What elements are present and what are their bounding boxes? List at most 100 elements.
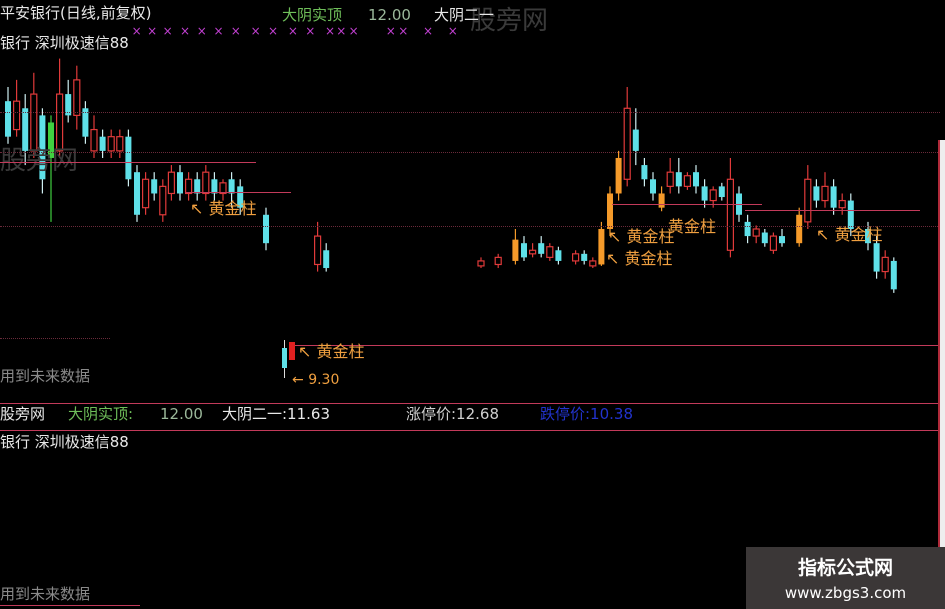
candle-down [693, 165, 699, 194]
candle-down [125, 129, 132, 187]
candle-body [650, 179, 656, 194]
candle-body [30, 93, 38, 152]
info-indicator2: 大阴二一:11.63 [222, 405, 330, 423]
watermark-site-top: 股旁网 [470, 6, 549, 36]
candle-body [632, 129, 639, 151]
candle-body [167, 171, 175, 195]
candle-down [323, 243, 330, 272]
candle-up [159, 179, 167, 222]
signal-marker-icon: × [305, 24, 316, 38]
reference-line [745, 210, 920, 211]
candle-up [142, 172, 150, 215]
candle [282, 348, 287, 368]
candle-down [641, 157, 648, 187]
candle-body [65, 94, 72, 116]
indicator-value: 12.00 [368, 6, 411, 24]
candle-up [314, 221, 322, 272]
candle-down [39, 108, 46, 194]
signal-marker-icon: × [250, 24, 261, 38]
arrow-icon: ↖ [298, 342, 312, 361]
candle-body [658, 193, 665, 208]
info-indicator-label: 大阴实顶: [68, 405, 134, 423]
info-subtitle: 银行 深圳极速信88 [0, 433, 129, 451]
candle-up [219, 179, 227, 201]
info-limit-up: 涨停价:12.68 [406, 405, 499, 423]
candle-up [821, 172, 829, 208]
signal-marker-icon: × [385, 24, 396, 38]
reference-line [0, 162, 256, 163]
golden-text: 黄金柱 [624, 249, 673, 268]
candle-body [726, 178, 735, 251]
golden-text: 黄金柱 [668, 217, 717, 236]
divider-line [0, 605, 140, 606]
candle-up [13, 79, 21, 137]
candle-body [538, 243, 545, 254]
candle-golden [607, 186, 613, 237]
signal-marker-icon: × [213, 24, 224, 38]
candle-down [701, 179, 708, 208]
golden-bar-label: ↖ 黄金柱 [298, 343, 365, 361]
candle-down [99, 129, 106, 158]
candle-body [821, 185, 829, 202]
candle-body [641, 165, 648, 180]
golden-bar-label: 黄金柱 [668, 218, 716, 236]
candle-body [571, 253, 580, 262]
candle-body [13, 100, 21, 131]
candle-body [589, 260, 597, 267]
candle-down [761, 228, 768, 247]
low-price-label: ← 9.30 [292, 372, 340, 388]
candle-body [263, 214, 269, 244]
future-data-warning: 用到未来数据 [0, 367, 91, 385]
candle-special [48, 115, 54, 222]
candle-body [838, 199, 846, 209]
candle-body [718, 186, 725, 198]
arrow-icon: ↖ [608, 227, 622, 246]
signal-marker-icon: × [398, 24, 409, 38]
candle-down [813, 179, 820, 208]
candle-body [228, 179, 235, 194]
candle-down [830, 179, 837, 215]
reference-line [185, 192, 291, 193]
golden-bar-label: ↖ 黄金柱 [190, 200, 257, 218]
candle-body [512, 239, 519, 261]
candle-body [873, 243, 880, 272]
candle-body [830, 186, 837, 208]
candle-up [623, 86, 631, 187]
candle-body [744, 221, 751, 237]
candle-body [666, 171, 674, 187]
candle-body [701, 186, 708, 201]
right-edge [940, 140, 945, 609]
arrow-icon: ↖ [606, 249, 620, 268]
dotted-line [0, 152, 940, 153]
candle-body [796, 214, 803, 244]
candle-up [838, 193, 846, 215]
candle-body [194, 179, 201, 194]
candle-up [494, 253, 502, 269]
candle-golden [615, 150, 622, 201]
golden-text: 黄金柱 [208, 199, 257, 218]
candle-up [546, 243, 554, 261]
candle-body [22, 108, 29, 151]
candle-down [22, 94, 29, 166]
candle-up [881, 250, 889, 279]
reference-line [290, 345, 940, 346]
signal-marker-icon: × [179, 24, 191, 38]
candle-up [769, 232, 778, 254]
candle-down [581, 250, 588, 265]
candle-body [494, 256, 502, 266]
candle-body [769, 235, 778, 251]
golden-bar-label: ↖ 黄金柱 [816, 226, 883, 244]
candle-up [666, 157, 674, 194]
candle-up [477, 257, 485, 269]
candle-body [202, 171, 210, 195]
candle-down [194, 172, 201, 201]
candle-body [709, 189, 717, 202]
signal-marker-icon: × [147, 24, 158, 38]
candle-down [228, 172, 235, 208]
candle-body [546, 246, 554, 258]
golden-bar-label: ↖ 黄金柱 [606, 250, 673, 268]
candle-body [323, 250, 330, 269]
candle-body [804, 178, 812, 223]
candle-body [865, 228, 871, 244]
candle-body [881, 256, 889, 273]
